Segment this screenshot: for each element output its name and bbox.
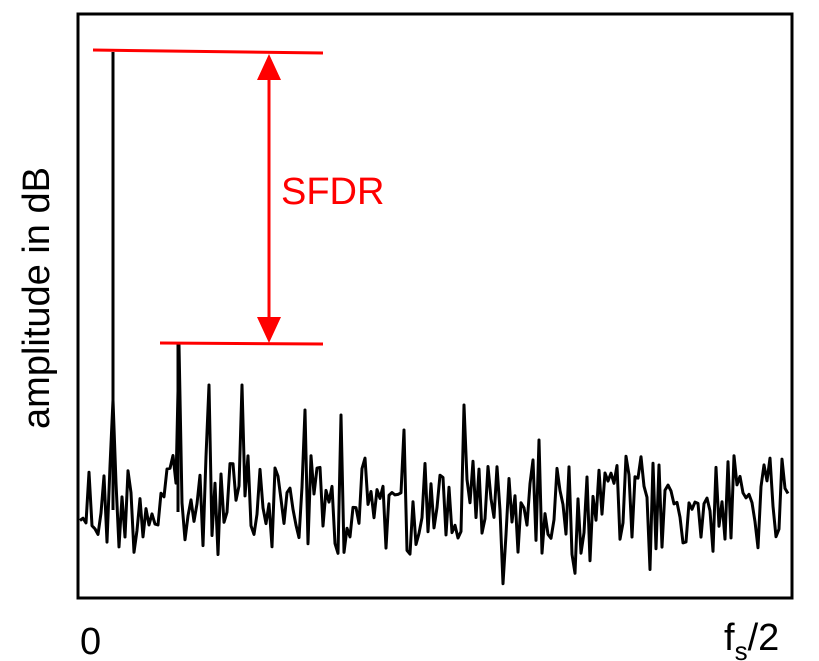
- x-axis-end-label-tail: /2: [748, 617, 780, 659]
- sfdr-arrow-head-down: [257, 317, 281, 343]
- spectrum-trace: [79, 343, 790, 586]
- sfdr-label: SFDR: [281, 171, 384, 213]
- plot-frame: [76, 12, 794, 600]
- carrier-level-line: [92, 48, 324, 55]
- spur-level-line: [159, 341, 324, 346]
- x-axis-end-label: fs/2: [724, 617, 779, 661]
- sfdr-arrow-head-up: [257, 54, 281, 80]
- x-axis-end-label-sub: s: [735, 636, 748, 661]
- sfdr-annotation: [92, 48, 324, 346]
- x-axis-start-label: 0: [80, 621, 101, 661]
- x-axis-end-label-main: f: [724, 617, 735, 659]
- y-axis-label: amplitude in dB: [16, 167, 58, 429]
